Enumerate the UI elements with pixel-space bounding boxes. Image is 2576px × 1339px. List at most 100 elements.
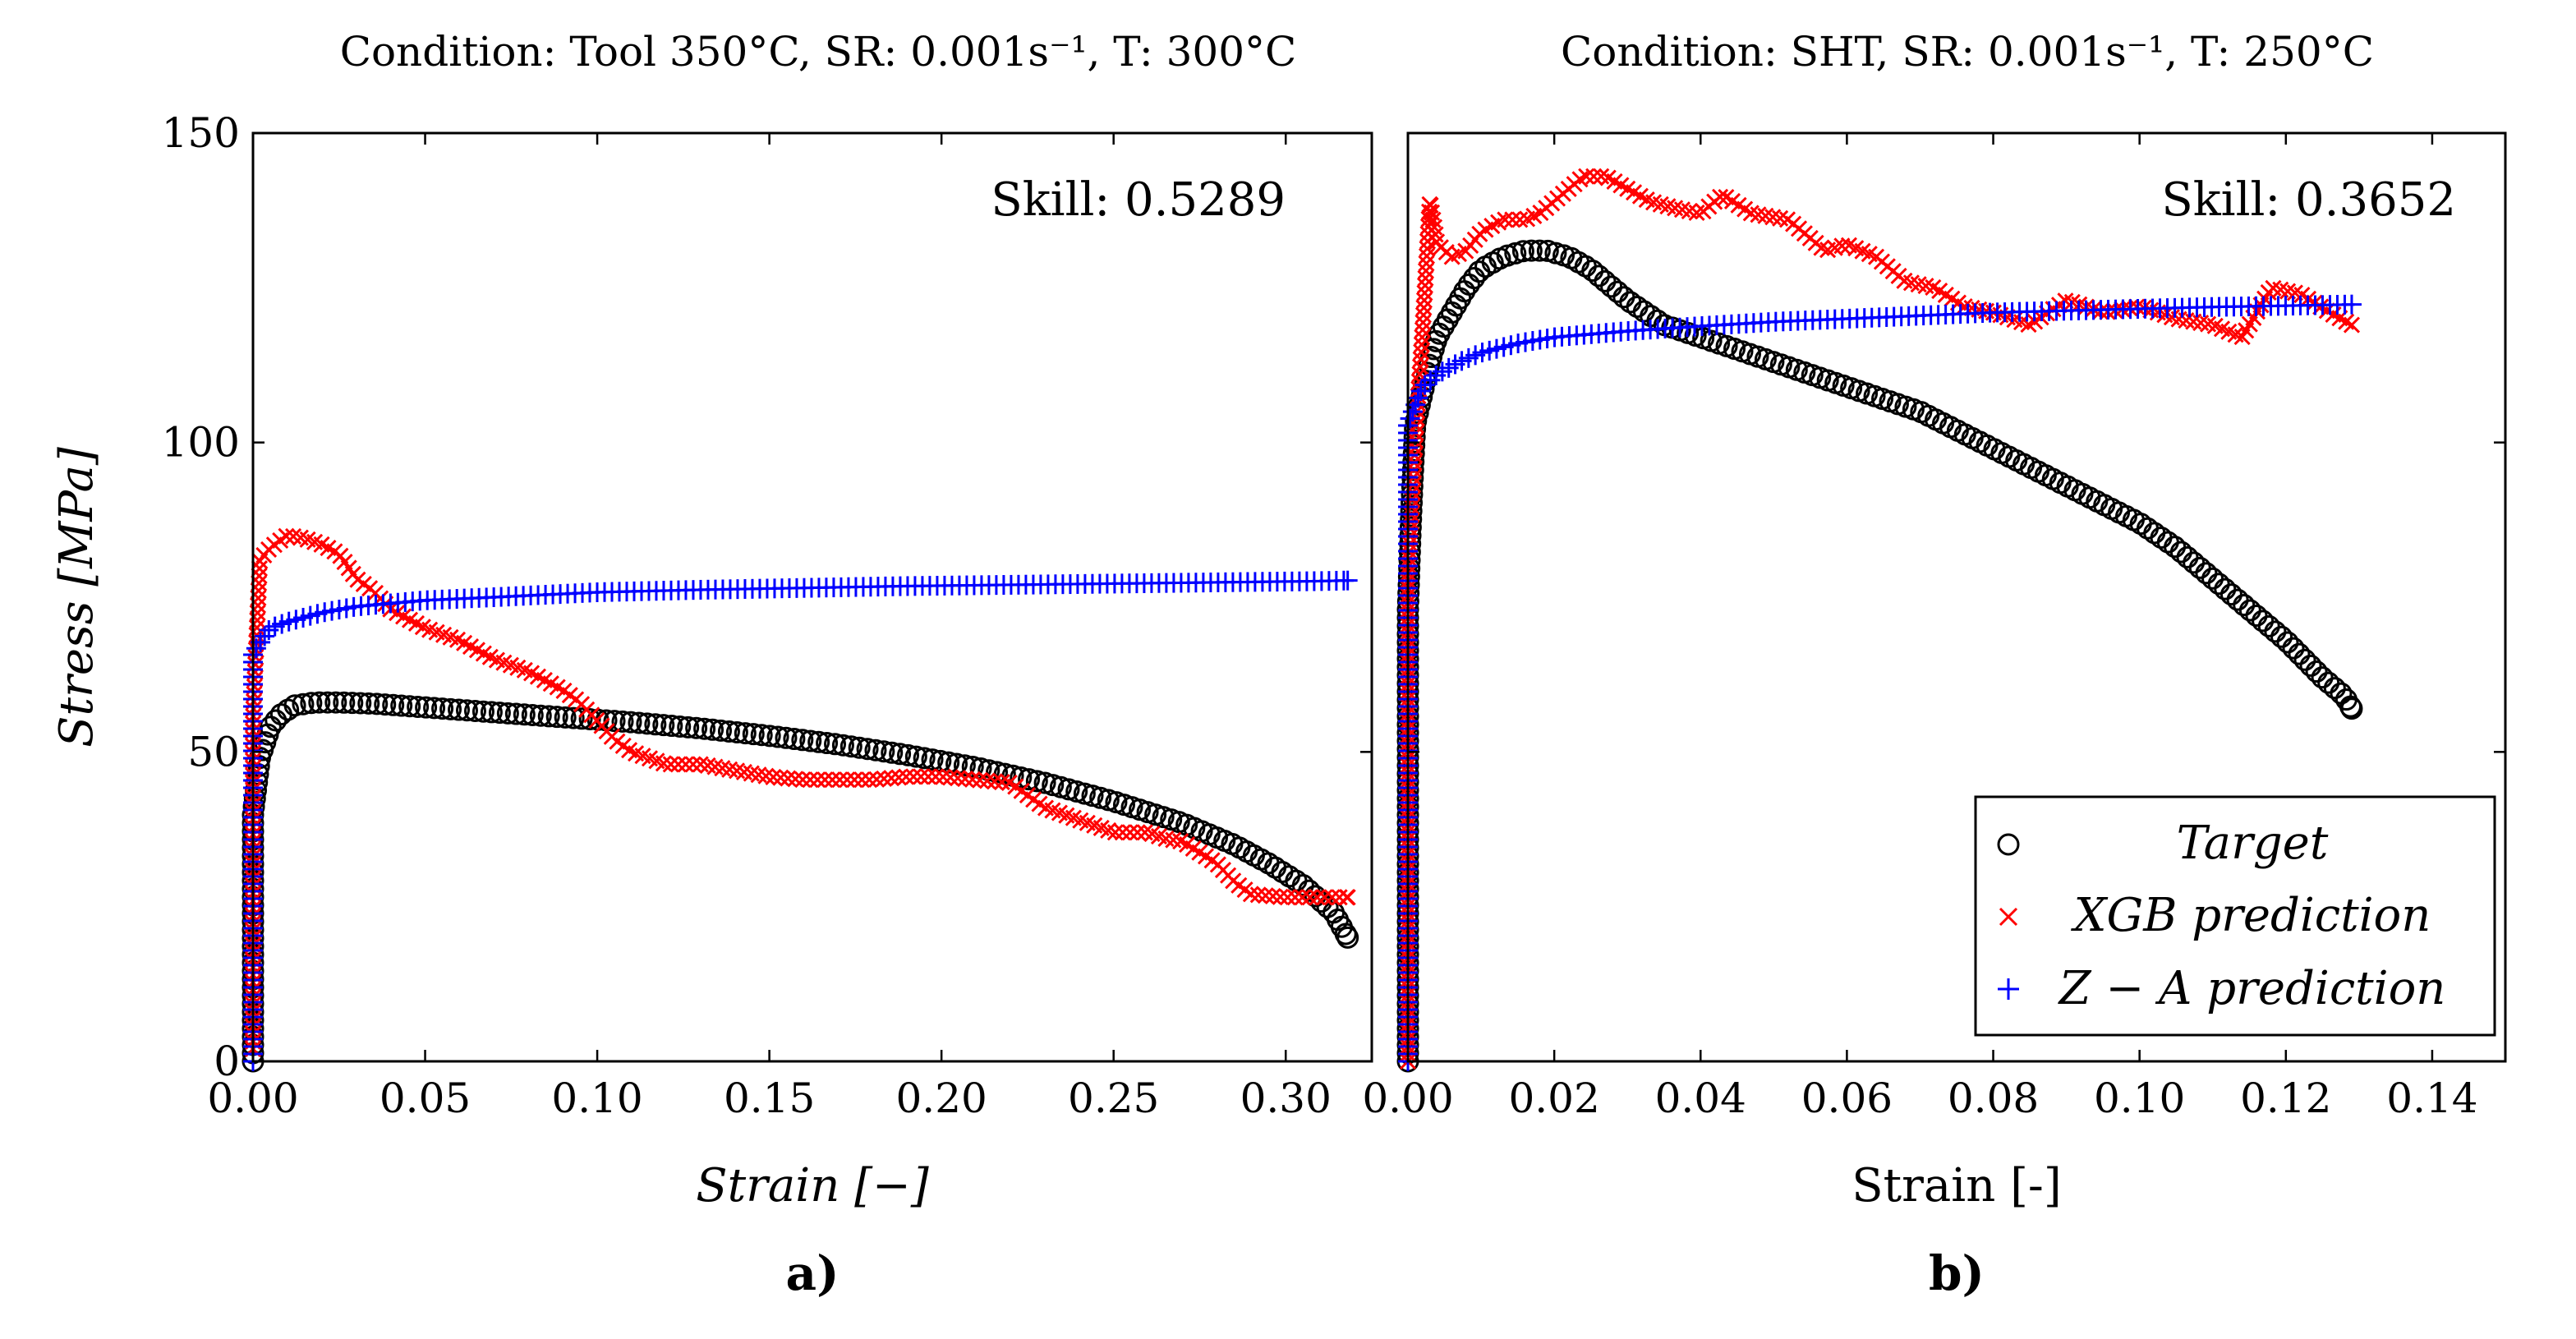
- legend-label-target: Target: [2177, 817, 2329, 870]
- chart-a-x-ticks: 0.00 0.05 0.10 0.15 0.20 0.25 0.30: [207, 133, 1332, 1122]
- target-point: [2220, 583, 2242, 606]
- target-point: [1612, 286, 1635, 309]
- target-point: [316, 691, 339, 714]
- xgb-point: [853, 771, 871, 789]
- target-point: [2176, 545, 2199, 568]
- panel-a: Condition: Tool 350°C, SR: 0.001s⁻¹, T: …: [50, 28, 1373, 1301]
- target-point: [2252, 610, 2275, 633]
- xgb-point: [1249, 886, 1267, 904]
- target-point: [669, 715, 692, 738]
- y-tick-label: 100: [162, 419, 240, 467]
- xgb-point: [1416, 277, 1433, 294]
- target-point: [1528, 239, 1551, 262]
- target-point: [2257, 614, 2280, 637]
- target-point: [660, 715, 683, 738]
- target-point: [1285, 869, 1308, 892]
- target-point: [758, 725, 781, 748]
- x-tick-label: 0.25: [1068, 1074, 1159, 1122]
- target-point: [953, 754, 976, 777]
- target-point: [2340, 697, 2363, 720]
- legend-marker-target: [1997, 833, 2020, 856]
- xgb-point: [1413, 336, 1430, 353]
- target-point: [292, 693, 315, 716]
- target-point: [2311, 666, 2334, 689]
- target-point: [269, 703, 292, 726]
- xgb-point: [1419, 240, 1436, 257]
- xgb-point: [1414, 329, 1431, 346]
- target-point: [2143, 522, 2166, 545]
- target-point: [562, 706, 585, 729]
- xgb-point: [1418, 255, 1435, 272]
- target-point: [904, 745, 927, 768]
- xgb-point: [684, 756, 702, 773]
- x-tick-label: 0.06: [1801, 1074, 1893, 1122]
- chart-b-x-ticks: 0.00 0.02 0.04 0.06 0.08 0.10 0.12 0.14: [1362, 133, 2478, 1122]
- xgb-point: [1413, 343, 1430, 361]
- target-point: [496, 702, 519, 725]
- xgb-point: [1416, 284, 1433, 301]
- y-tick-label: 150: [162, 109, 240, 157]
- target-point: [324, 691, 347, 714]
- target-point: [2201, 567, 2224, 590]
- target-point: [374, 693, 397, 716]
- target-point: [2317, 671, 2340, 694]
- target-point: [864, 739, 887, 762]
- x-tick-label: 0.15: [724, 1074, 815, 1122]
- x-tick-label: 0.12: [2240, 1074, 2331, 1122]
- target-point: [840, 735, 862, 758]
- target-point: [431, 697, 454, 720]
- x-tick-label: 0.00: [1362, 1074, 1453, 1122]
- xgb-point: [964, 771, 981, 788]
- chart-a-xlabel: Strain [−]: [696, 1159, 929, 1212]
- xgb-point: [890, 769, 908, 786]
- target-point: [1619, 291, 1642, 314]
- target-point: [2150, 526, 2173, 549]
- xgb-point: [1121, 824, 1138, 841]
- target-point: [2238, 599, 2261, 622]
- target-point: [824, 733, 847, 756]
- target-point: [881, 741, 904, 764]
- target-point: [448, 698, 471, 721]
- target-point: [603, 710, 626, 733]
- target-point: [856, 738, 879, 761]
- chart-a-plot: [242, 527, 1359, 1073]
- target-point: [750, 724, 773, 747]
- xgb-point: [1417, 262, 1435, 279]
- target-point: [488, 702, 511, 725]
- legend-label-za: Z − A prediction: [2058, 962, 2446, 1015]
- target-point: [2293, 648, 2316, 671]
- xgb-point: [883, 770, 900, 787]
- xgb-point: [956, 770, 974, 788]
- target-point: [439, 697, 462, 720]
- chart-b-legend: Target XGB prediction Z − A prediction: [1974, 795, 2496, 1037]
- target-point: [783, 728, 806, 751]
- target-point: [333, 691, 356, 714]
- xgb-point: [949, 770, 967, 787]
- chart-b-xlabel: Strain [-]: [1852, 1159, 2061, 1212]
- legend-marker-xgb: [1999, 907, 2018, 927]
- xgb-point: [1316, 889, 1333, 906]
- xgb-point: [1414, 314, 1432, 331]
- xgb-point: [978, 772, 996, 789]
- target-point: [1018, 768, 1041, 791]
- target-point: [766, 725, 789, 748]
- series-z-a-prediction: [243, 570, 1358, 1071]
- xgb-point: [278, 527, 295, 545]
- target-point: [398, 695, 421, 718]
- target-point: [2323, 677, 2346, 700]
- target-point: [2195, 562, 2218, 585]
- target-point: [677, 716, 700, 739]
- xgb-point: [1301, 889, 1318, 906]
- xgb-point: [655, 755, 673, 772]
- target-point: [423, 697, 446, 720]
- xgb-point: [1412, 351, 1429, 368]
- xgb-point: [898, 768, 915, 785]
- target-point: [913, 747, 936, 770]
- xgb-point: [971, 771, 988, 789]
- target-point: [2207, 573, 2230, 596]
- xgb-point: [913, 768, 930, 785]
- x-tick-label: 0.00: [207, 1074, 298, 1122]
- target-point: [2164, 536, 2187, 559]
- target-point: [709, 719, 732, 742]
- target-point: [415, 696, 438, 719]
